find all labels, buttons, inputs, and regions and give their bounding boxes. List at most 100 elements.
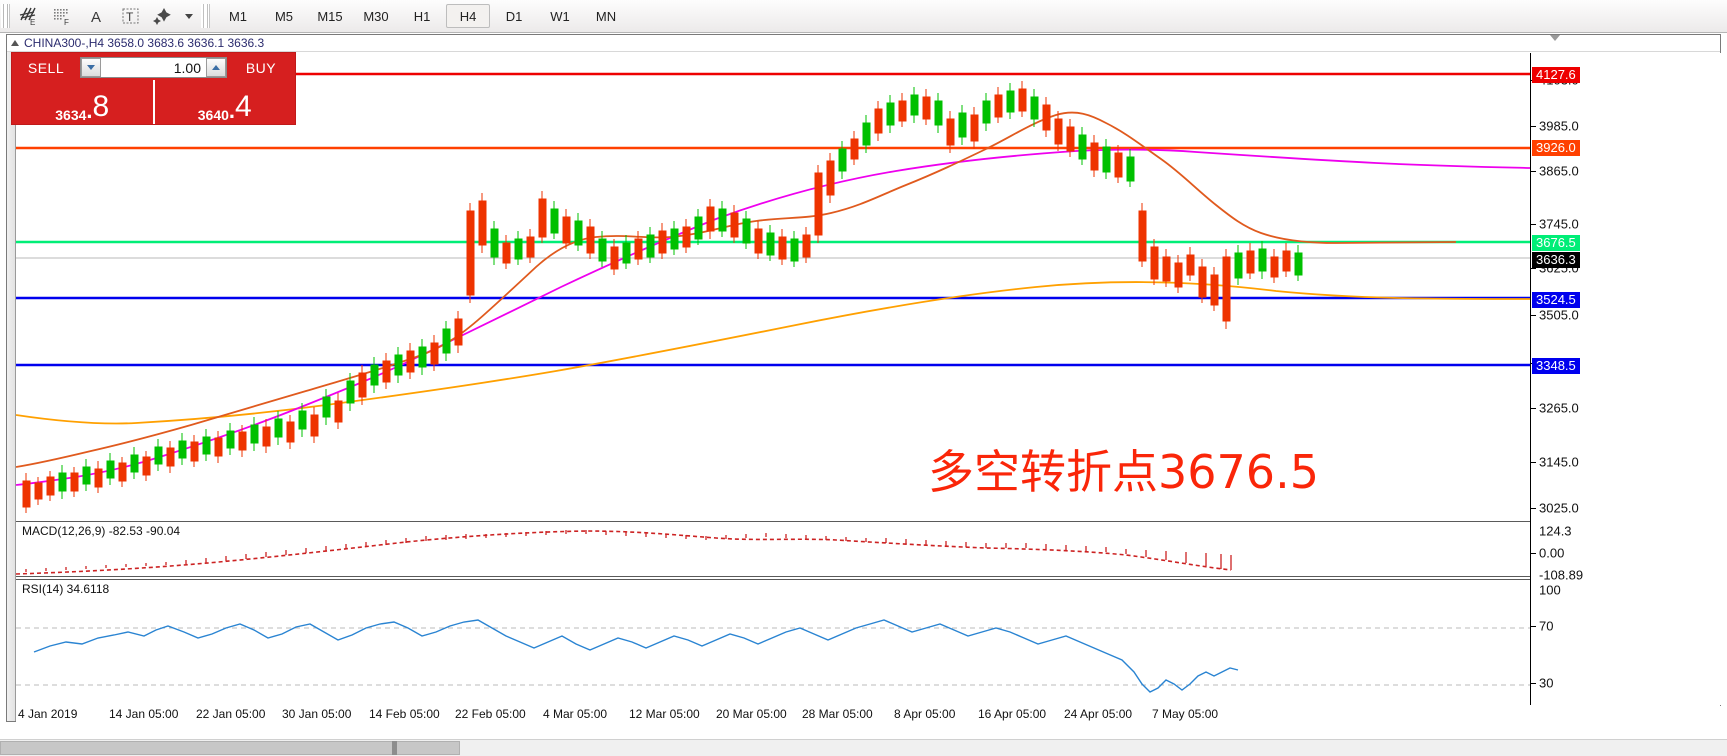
price-tag-resistance-high[interactable]: 4127.6 [1532,67,1580,83]
axis-label-3505: 3505.0 [1539,307,1579,323]
trade-panel-prices: 3634 . 8 3640 . 4 [12,80,295,124]
volume-decrease-button[interactable] [81,58,101,77]
axis-tick [1531,626,1536,627]
text-a-icon[interactable]: A [80,1,114,31]
axis-tick [1531,408,1536,409]
price-chart-pane[interactable]: 多空转折点3676.5 [16,53,1530,519]
one-click-trading-panel[interactable]: SELL 1.00 BUY 3634 . 8 3640 . 4 [11,52,296,125]
axis-tick [1531,171,1536,172]
axis-label-3265: 3265.0 [1539,400,1579,416]
trade-panel-header: SELL 1.00 BUY [12,53,295,80]
timeframe-m30[interactable]: M30 [363,8,389,24]
rsi-chart-svg [16,619,1530,693]
svg-text:F: F [64,18,69,26]
time-label: 4 Mar 05:00 [543,707,608,721]
rsi-axis-label-100: 100 [1539,582,1561,598]
timeframe-h1[interactable]: H1 [413,8,431,24]
time-label: 22 Jan 05:00 [196,707,266,721]
axis-tick [1531,224,1536,225]
chart-minimize-icon[interactable] [1550,35,1560,41]
macd-pane[interactable]: MACD(12,26,9) -82.53 -90.04 [16,521,1530,577]
time-label: 14 Feb 05:00 [369,707,440,721]
axis-label-3865: 3865.0 [1539,163,1579,179]
rsi-axis-label-70: 70 [1539,618,1554,634]
text-label-icon[interactable]: T [114,1,148,31]
toolbar-grip[interactable] [1,4,10,28]
axis-tick [1531,553,1536,554]
sell-price-fraction: 8 [92,90,110,123]
scrollbar-resize-handle[interactable] [392,741,397,755]
volume-increase-button[interactable] [206,58,226,77]
axis-label-3745: 3745.0 [1539,216,1579,232]
horizontal-scrollbar[interactable] [0,739,1727,756]
axis-tick [1531,315,1536,316]
objects-icon[interactable] [148,1,182,31]
time-label: 14 Jan 05:00 [109,707,179,721]
price-chart-svg [16,72,1530,513]
indicators-icon[interactable]: E [12,1,46,31]
toolbar-separator [201,4,210,28]
price-tag-pivot[interactable]: 3676.5 [1532,235,1580,251]
buy-price-display[interactable]: 3640 . 4 [155,80,296,124]
chart-window: CHINA300-,H4 3658.0 3683.6 3636.1 3636.3 [6,34,1721,722]
objects-dropdown-caret[interactable] [182,1,196,31]
timeframe-m15[interactable]: M15 [317,8,343,24]
timeframe-d1[interactable]: D1 [505,8,523,24]
macd-axis-label-min: -108.89 [1539,567,1584,583]
time-label: 16 Apr 05:00 [978,707,1047,721]
time-axis[interactable]: 4 Jan 2019 14 Jan 05:00 22 Jan 05:00 30 … [16,706,1721,722]
chart-annotation-text: 多空转折点3676.5 [928,445,1319,499]
volume-input-group[interactable]: 1.00 [80,57,227,78]
timeframe-h4[interactable]: H4 [446,4,490,28]
time-label: 20 Mar 05:00 [716,707,787,721]
buy-price-fraction: 4 [235,90,252,123]
scrollbar-thumb[interactable] [0,741,460,755]
timeframe-m1[interactable]: M1 [228,8,248,24]
sell-price-integer: 3634 [55,107,87,123]
axis-tick [1531,462,1536,463]
buy-price-integer: 3640 [197,107,229,123]
chart-title-bar: CHINA300-,H4 3658.0 3683.6 3636.1 3636.3 [7,35,1720,52]
rsi-pane[interactable]: RSI(14) 34.6118 [16,579,1530,705]
macd-axis-label-max: 124.3 [1539,523,1572,539]
candlestick-series [22,81,1303,513]
time-label: 7 May 05:00 [1152,707,1219,721]
buy-button[interactable]: BUY [245,59,277,76]
timeframe-mn[interactable]: MN [595,8,617,24]
time-label: 8 Apr 05:00 [894,707,956,721]
price-tag-support[interactable]: 3524.5 [1532,292,1580,308]
chart-title-text: CHINA300-,H4 3658.0 3683.6 3636.1 3636.3 [24,36,265,50]
axis-label-3025: 3025.0 [1539,500,1579,516]
rsi-indicator-label: RSI(14) 34.6118 [20,582,112,596]
time-label: 30 Jan 05:00 [282,707,352,721]
axis-label-3145: 3145.0 [1539,454,1579,470]
time-label: 24 Apr 05:00 [1064,707,1133,721]
rsi-axis-label-30: 30 [1539,675,1554,691]
timeframe-m5[interactable]: M5 [274,8,294,24]
sell-button[interactable]: SELL [27,59,65,76]
price-tag-resistance[interactable]: 3926.0 [1532,140,1580,156]
rsi-line [33,619,1239,693]
axis-label-3985: 3985.0 [1539,118,1579,134]
axis-tick [1531,683,1536,684]
svg-text:A: A [91,9,101,26]
ma-slow-line [16,281,1530,425]
price-axis[interactable]: 4103.0 3985.0 3865.0 3745.0 3625.0 3505.… [1530,53,1721,705]
price-tag-last[interactable]: 3636.3 [1532,252,1580,268]
time-label: 28 Mar 05:00 [802,707,873,721]
main-toolbar: E F A [0,0,1727,33]
macd-axis-label-zero: 0.00 [1539,545,1565,561]
macd-histogram [25,530,1232,572]
ma-fast-line [16,111,1457,468]
macd-signal-line [16,530,1232,575]
sell-price-display[interactable]: 3634 . 8 [12,80,155,124]
timeframe-w1[interactable]: W1 [550,8,570,24]
volume-value[interactable]: 1.00 [173,59,201,76]
time-label: 4 Jan 2019 [18,707,78,721]
collapse-triangle-icon[interactable] [11,40,19,46]
grid-icon[interactable]: F [46,1,80,31]
time-label: 12 Mar 05:00 [629,707,700,721]
left-ruler-strip [7,52,16,721]
sell-price-separator: . [86,98,93,123]
price-tag-support-low[interactable]: 3348.5 [1532,358,1580,374]
